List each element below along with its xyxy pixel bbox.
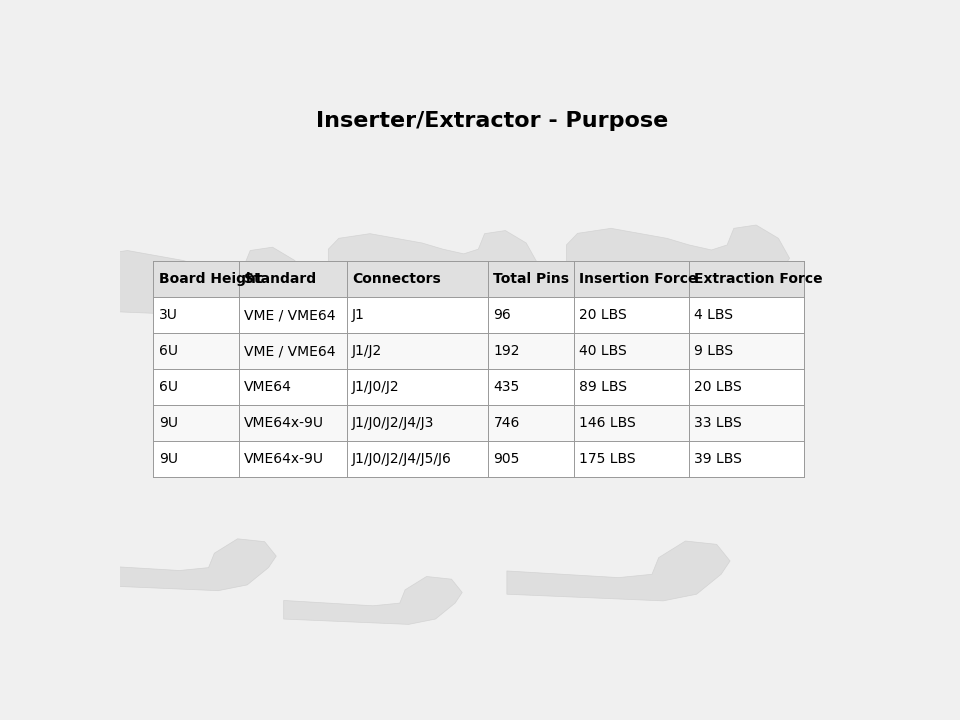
Text: 435: 435 <box>493 380 519 394</box>
Text: 4 LBS: 4 LBS <box>694 308 733 322</box>
Polygon shape <box>507 541 731 601</box>
FancyBboxPatch shape <box>154 369 804 405</box>
Text: Inserter/Extractor - Purpose: Inserter/Extractor - Purpose <box>316 112 668 131</box>
Text: 9U: 9U <box>158 452 178 467</box>
Text: 3U: 3U <box>158 308 178 322</box>
Text: 192: 192 <box>493 344 520 358</box>
Text: 146 LBS: 146 LBS <box>579 416 636 430</box>
Polygon shape <box>83 539 276 590</box>
Text: 33 LBS: 33 LBS <box>694 416 742 430</box>
Text: Connectors: Connectors <box>352 272 441 286</box>
Text: J1/J2: J1/J2 <box>352 344 382 358</box>
Text: VME64x-9U: VME64x-9U <box>244 452 324 467</box>
Text: J1/J0/J2/J4/J3: J1/J0/J2/J4/J3 <box>352 416 435 430</box>
Polygon shape <box>284 577 462 624</box>
Text: Standard: Standard <box>244 272 317 286</box>
Text: 39 LBS: 39 LBS <box>694 452 742 467</box>
Polygon shape <box>83 247 306 317</box>
Text: 6U: 6U <box>158 344 178 358</box>
Text: VME / VME64: VME / VME64 <box>244 344 336 358</box>
FancyBboxPatch shape <box>154 261 804 297</box>
Text: 6U: 6U <box>158 380 178 394</box>
Text: Insertion Force: Insertion Force <box>579 272 698 286</box>
Text: VME64x-9U: VME64x-9U <box>244 416 324 430</box>
Text: 96: 96 <box>493 308 512 322</box>
Polygon shape <box>566 225 789 295</box>
Text: 9 LBS: 9 LBS <box>694 344 733 358</box>
Text: Total Pins: Total Pins <box>493 272 569 286</box>
Text: VME / VME64: VME / VME64 <box>244 308 336 322</box>
Text: 905: 905 <box>493 452 520 467</box>
FancyBboxPatch shape <box>154 405 804 441</box>
Polygon shape <box>328 230 537 296</box>
Text: 20 LBS: 20 LBS <box>694 380 742 394</box>
Text: VME64: VME64 <box>244 380 292 394</box>
Text: Board Height: Board Height <box>158 272 262 286</box>
Text: 746: 746 <box>493 416 520 430</box>
Text: Extraction Force: Extraction Force <box>694 272 823 286</box>
FancyBboxPatch shape <box>154 333 804 369</box>
FancyBboxPatch shape <box>154 441 804 477</box>
Text: J1/J0/J2/J4/J5/J6: J1/J0/J2/J4/J5/J6 <box>352 452 452 467</box>
Text: J1: J1 <box>352 308 365 322</box>
Text: 89 LBS: 89 LBS <box>579 380 627 394</box>
Text: J1/J0/J2: J1/J0/J2 <box>352 380 399 394</box>
FancyBboxPatch shape <box>154 297 804 333</box>
Text: 20 LBS: 20 LBS <box>579 308 627 322</box>
Text: 9U: 9U <box>158 416 178 430</box>
Text: 175 LBS: 175 LBS <box>579 452 636 467</box>
FancyBboxPatch shape <box>154 261 804 477</box>
Text: 40 LBS: 40 LBS <box>579 344 627 358</box>
